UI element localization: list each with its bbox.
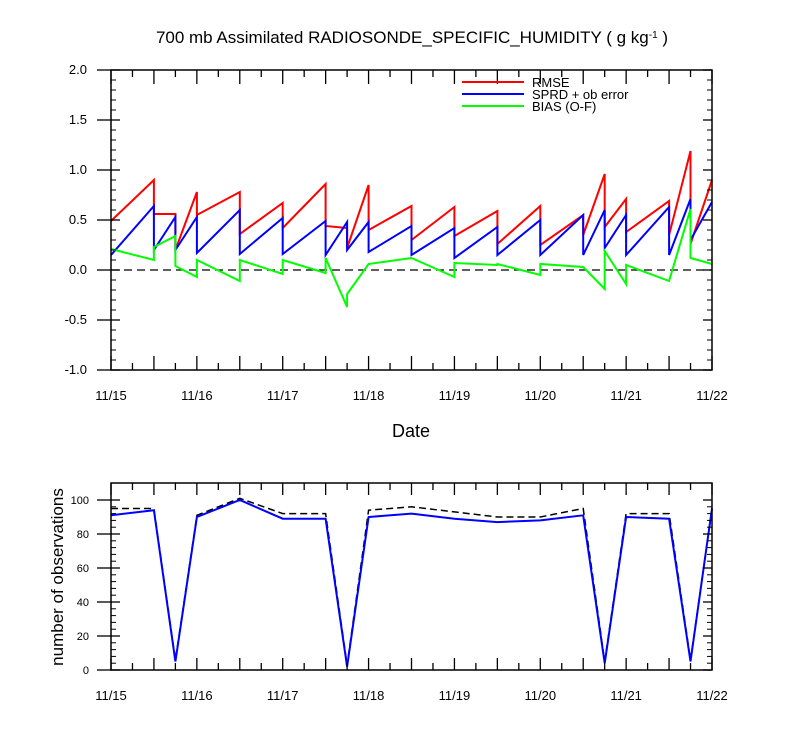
bottom-y-tick-label: 0 <box>83 665 89 677</box>
top-x-tick-label: 11/17 <box>267 388 299 403</box>
top-x-tick-label: 11/18 <box>353 388 385 403</box>
bottom-y-tick-label: 20 <box>77 631 89 643</box>
top-x-tick-label: 11/21 <box>610 388 642 403</box>
chart-title-main: 700 mb Assimilated RADIOSONDE_SPECIFIC_H… <box>156 28 649 47</box>
bottom-x-tick-label: 11/15 <box>95 688 127 703</box>
bottom-y-tick-label: 40 <box>77 597 89 609</box>
bottom-y-tick-label: 60 <box>77 563 89 575</box>
bottom-x-tick-label: 11/22 <box>696 688 728 703</box>
top-y-tick-label: 0.5 <box>69 212 87 227</box>
bottom-y-tick-label: 100 <box>71 495 89 507</box>
top-x-tick-label: 11/22 <box>696 388 728 403</box>
x-axis-label: Date <box>392 421 430 441</box>
top-x-tick-label: 11/19 <box>439 388 471 403</box>
top-series-sprd-ob-error <box>110 198 713 260</box>
top-y-tick-label: -1.0 <box>65 362 87 377</box>
legend-label: SPRD + ob error <box>532 87 629 102</box>
top-series-bias-o-f <box>110 208 713 308</box>
bottom-x-tick-label: 11/17 <box>267 688 299 703</box>
bottom-x-tick-label: 11/18 <box>353 688 385 703</box>
top-y-tick-label: -0.5 <box>65 312 87 327</box>
bottom-series-assimilated-observations <box>110 498 713 667</box>
top-chart: 700 mb Assimilated RADIOSONDE_SPECIFIC_H… <box>65 28 728 441</box>
chart-title: 700 mb Assimilated RADIOSONDE_SPECIFIC_H… <box>156 28 668 47</box>
top-x-tick-label: 11/15 <box>95 388 127 403</box>
bottom-x-tick-label: 11/19 <box>439 688 471 703</box>
bottom-plot-frame <box>110 482 713 671</box>
top-x-tick-label: 11/20 <box>524 388 556 403</box>
top-series-rmse <box>110 150 713 251</box>
bottom-series-possible-observations <box>111 497 713 666</box>
bottom-chart: number of observations 11/15 11/16 11/17 11… <box>48 482 728 703</box>
legend-label: BIAS (O-F) <box>532 99 596 114</box>
top-y-tick-label: 0.0 <box>69 262 87 277</box>
legend-label: RMSE <box>532 75 570 90</box>
top-y-tick-label: 1.0 <box>69 162 87 177</box>
bottom-x-tick-label: 11/21 <box>610 688 642 703</box>
top-y-tick-label: 2.0 <box>69 62 87 77</box>
chart-title-superscript: -1 <box>649 30 658 41</box>
bottom-y-tick-label: 80 <box>77 529 89 541</box>
bottom-x-tick-label: 11/16 <box>181 688 213 703</box>
top-x-tick-label: 11/16 <box>181 388 213 403</box>
top-y-tick-label: 1.5 <box>69 112 87 127</box>
y-axis-label: number of observations <box>48 488 67 666</box>
chart-title-end: ) <box>658 28 668 47</box>
bottom-x-tick-label: 11/20 <box>524 688 556 703</box>
